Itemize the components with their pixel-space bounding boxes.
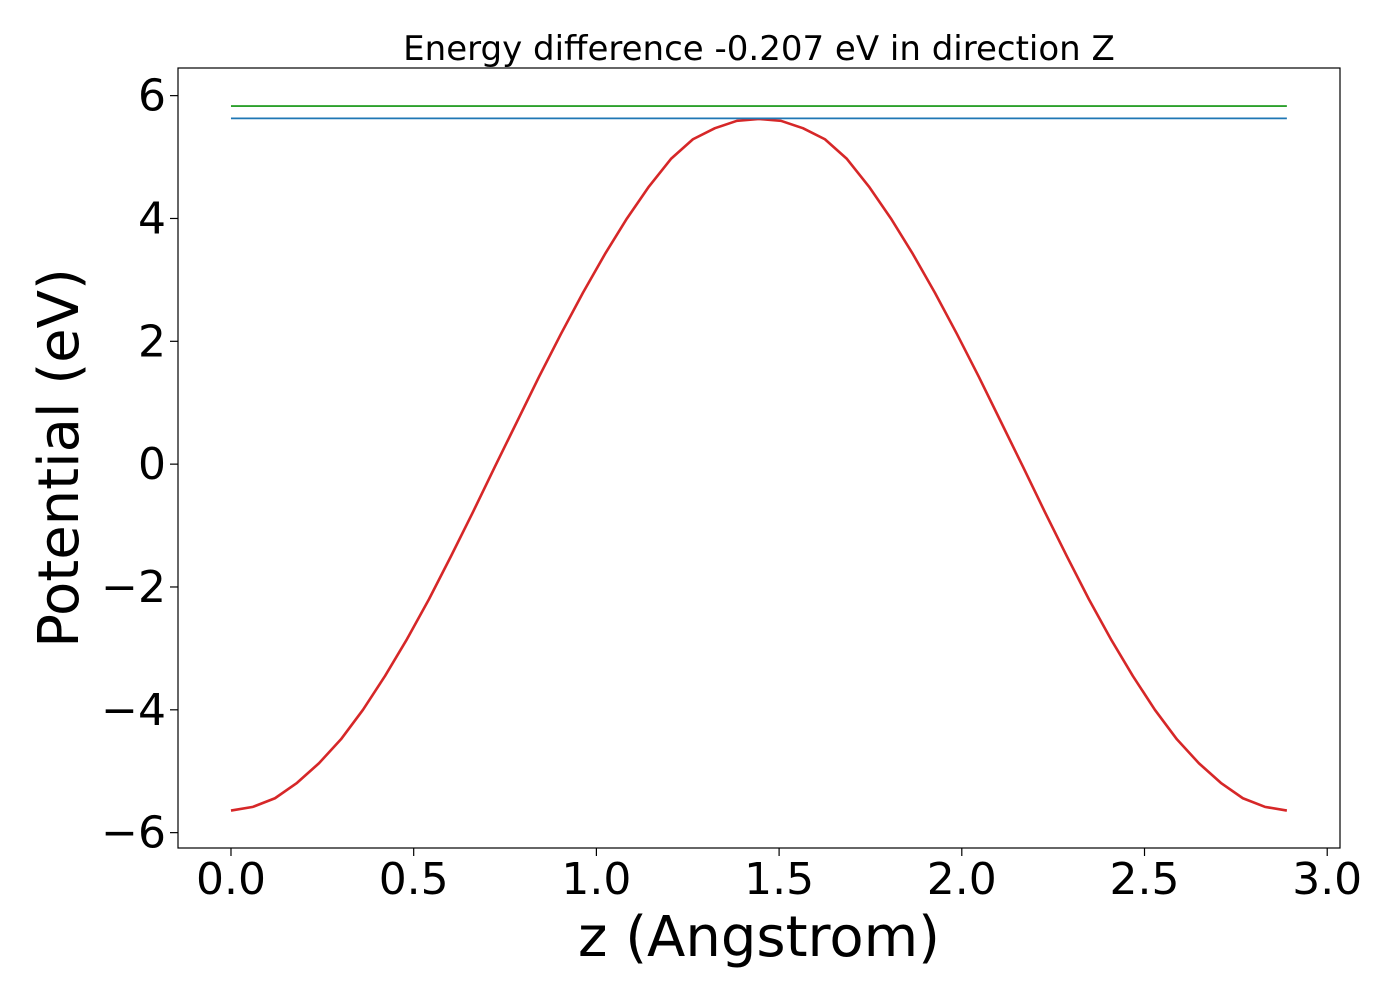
y-tick-label-5: 4	[138, 193, 166, 244]
y-tick-label-2: −2	[101, 562, 166, 613]
x-tick-label-6: 3.0	[1292, 854, 1362, 905]
y-axis-ticks: −6 −4 −2 0 2 4 6	[101, 71, 178, 859]
y-tick-label-0: −6	[101, 808, 166, 859]
y-tick-label-6: 6	[138, 71, 166, 122]
x-tick-label-0: 0.0	[196, 854, 266, 905]
plot-area-frame	[177, 67, 1341, 849]
y-tick-label-4: 2	[138, 316, 166, 367]
y-axis-label: Potential (eV)	[27, 268, 92, 648]
x-tick-label-1: 0.5	[379, 854, 449, 905]
x-tick-label-3: 1.5	[744, 854, 814, 905]
x-axis-label: z (Angstrom)	[578, 905, 940, 970]
x-axis-ticks: 0.0 0.5 1.0 1.5 2.0 2.5 3.0	[196, 848, 1362, 905]
x-tick-label-4: 2.0	[927, 854, 997, 905]
chart-title: Energy difference -0.207 eV in direction…	[403, 29, 1115, 69]
y-tick-label-1: −4	[101, 685, 166, 736]
x-tick-label-2: 1.0	[561, 854, 631, 905]
series-layer	[230, 105, 1288, 812]
x-tick-label-5: 2.5	[1110, 854, 1180, 905]
y-tick-label-3: 0	[138, 439, 166, 490]
